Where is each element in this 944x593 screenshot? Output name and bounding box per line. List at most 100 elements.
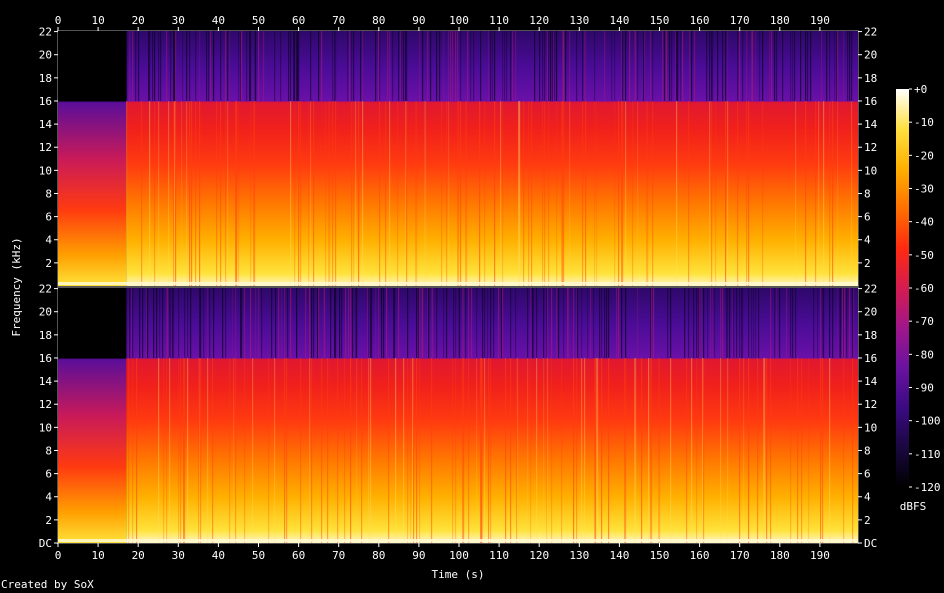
transient-stripe [460,100,462,286]
y-tick-label-left: 14 [39,375,53,388]
colorbar-tick-label: -10 [914,116,934,129]
hf-gap-stripe [582,31,584,101]
transient-stripe [175,100,177,286]
transient-stripe [455,357,457,543]
transient-stripe [220,100,222,286]
hf-gap-stripe [288,31,290,101]
bright-stripe [527,357,529,543]
hf-energy-stripe [421,288,423,358]
x-tick-label-bottom: 150 [650,549,670,562]
hf-energy-stripe [502,288,504,358]
y-tick-label-right: 4 [864,491,871,504]
bright-stripe [290,100,292,286]
hf-energy-stripe [349,31,351,101]
transient-stripe [556,100,558,286]
hf-gap-stripe [430,31,432,101]
transient-stripe [641,357,643,543]
transient-stripe [332,100,334,286]
bright-stripe [412,357,414,543]
hf-gap-stripe [637,31,639,101]
hf-gap-stripe [347,31,349,101]
hf-energy-stripe [844,288,846,358]
colorbar: +0 -10 -20 -30 -40 -50 -60 -70 -80 -90 -100 -110 -12… [896,83,941,513]
hf-energy-stripe [710,288,712,358]
hf-gap-stripe [684,288,686,358]
hf-gap-stripe [254,31,256,101]
hf-gap-stripe [840,288,842,358]
transient-stripe [801,357,803,543]
hf-gap-stripe [480,31,482,101]
hf-energy-stripe [776,288,778,358]
hf-energy-stripe [199,31,201,101]
hf-gap-stripe [355,288,357,358]
hf-gap-stripe [189,31,191,101]
hf-gap-stripe [807,31,809,101]
hf-energy-stripe [712,288,714,358]
bright-stripe [543,357,545,543]
transient-stripe [608,357,610,543]
hf-gap-stripe [510,31,512,101]
y-tick-label-left: 14 [39,118,53,131]
transient-stripe [446,100,448,286]
intro-region [58,31,127,286]
hf-gap-stripe [459,288,461,358]
x-tick-label-top: 160 [690,14,710,27]
hf-gap-stripe [138,31,140,101]
transient-stripe [385,100,387,286]
hf-energy-stripe [375,288,377,358]
transient-stripe [244,357,246,543]
hf-energy-stripe [682,31,684,101]
hf-energy-stripe [584,31,586,101]
x-tick-label-top: 0 [55,14,62,27]
hf-energy-stripe [210,31,212,101]
hf-gap-stripe [274,31,276,101]
hf-energy-stripe [562,31,564,101]
hf-gap-stripe [370,288,372,358]
hf-energy-stripe [739,31,741,101]
bright-stripe [743,357,745,543]
hf-gap-stripe [152,31,154,101]
hf-gap-stripe [696,288,698,358]
hf-energy-stripe [567,288,569,358]
y-tick-label-right: 2 [864,257,871,270]
hf-gap-stripe [439,31,441,101]
hf-gap-stripe [383,288,385,358]
transient-stripe [413,357,415,543]
hf-energy-stripe [345,288,347,358]
transient-stripe [229,357,231,543]
hf-gap-stripe [556,31,558,101]
transient-stripe [510,357,512,543]
hf-gap-stripe [405,31,407,101]
hf-gap-stripe [729,288,731,358]
hf-gap-stripe [360,31,362,101]
bright-stripe [720,357,722,543]
hf-energy-stripe [367,288,369,358]
y-tick-label-left: 18 [39,72,52,85]
transient-stripe [482,357,484,543]
y-tick-label-left: 12 [39,141,52,154]
x-tick-label-bottom: 120 [529,549,549,562]
hf-gap-stripe [294,31,296,101]
transient-stripe [328,100,331,286]
transient-stripe [216,100,218,286]
hf-gap-stripe [822,288,824,358]
transient-stripe [410,357,412,543]
bright-stripe [727,100,729,286]
hf-gap-stripe [762,31,764,101]
y-tick-label-right: 20 [864,306,877,319]
y-tick-label-right: DC [864,537,877,550]
hf-energy-stripe [348,288,350,358]
channel-2-plot [57,287,859,544]
hf-gap-stripe [542,31,544,101]
transient-stripe [621,100,623,286]
hf-gap-stripe [832,288,834,358]
hf-energy-stripe [427,31,429,101]
transient-stripe [711,100,713,286]
hf-gap-stripe [698,288,700,358]
transient-stripe [703,357,705,543]
y-tick-label-right: 6 [864,211,871,224]
hf-gap-stripe [129,288,131,358]
x-tick-label-bottom: 100 [449,549,469,562]
bright-stripe [547,357,549,543]
